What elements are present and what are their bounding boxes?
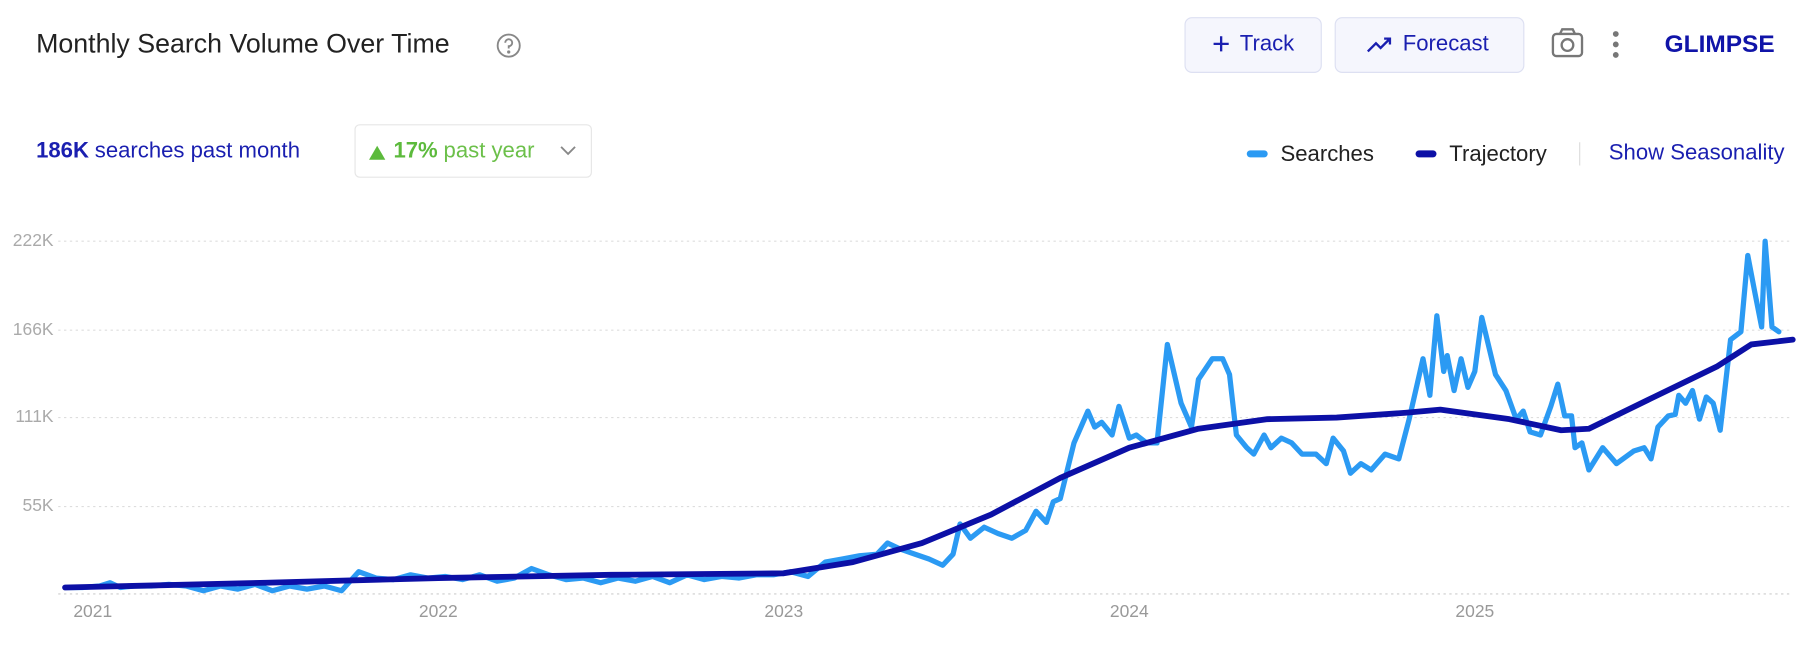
plus-icon: [1213, 36, 1229, 52]
searches-value: 186K: [36, 137, 89, 162]
forecast-label[interactable]: Forecast: [1403, 30, 1489, 55]
x-tick-label: 2022: [419, 601, 458, 621]
chevron: [560, 146, 576, 156]
help-icon[interactable]: [496, 33, 521, 58]
stat-change[interactable]: 17% past year: [393, 137, 534, 162]
change-label: past year: [444, 137, 535, 162]
legend-swatch: [1246, 150, 1268, 158]
x-tick-label: 2025: [1455, 601, 1494, 621]
searches-label: searches past month: [95, 137, 300, 162]
track-label[interactable]: Track: [1240, 30, 1295, 55]
legend-label: Searches: [1281, 141, 1374, 166]
up-triangle: [369, 145, 386, 160]
y-tick-label: 222K: [13, 230, 54, 250]
x-tick-label: 2023: [764, 601, 803, 621]
change-box[interactable]: [354, 124, 592, 178]
stat-searches: 186K searches past month: [36, 137, 300, 162]
series-line: [62, 336, 1796, 591]
x-tick-label: 2024: [1110, 601, 1149, 621]
y-tick-label: 166K: [13, 319, 54, 339]
track-button[interactable]: [1184, 17, 1322, 73]
forecast-button[interactable]: [1334, 17, 1525, 73]
legend-label: Trajectory: [1449, 141, 1547, 166]
trend-icon: [1366, 37, 1392, 53]
series-line: [62, 238, 1782, 594]
seasonality-link[interactable]: Show Seasonality: [1609, 140, 1786, 165]
more-icon[interactable]: [1612, 31, 1619, 58]
legend-swatch: [1415, 150, 1437, 158]
y-tick-label: 55K: [22, 495, 53, 515]
logo[interactable]: GLIMPSE: [1665, 31, 1775, 58]
change-value: 17%: [393, 137, 438, 162]
x-tick-label: 2021: [73, 601, 112, 621]
title: Monthly Search Volume Over Time: [36, 29, 450, 59]
camera-icon[interactable]: [1551, 28, 1584, 58]
y-tick-label: 111K: [15, 406, 54, 426]
